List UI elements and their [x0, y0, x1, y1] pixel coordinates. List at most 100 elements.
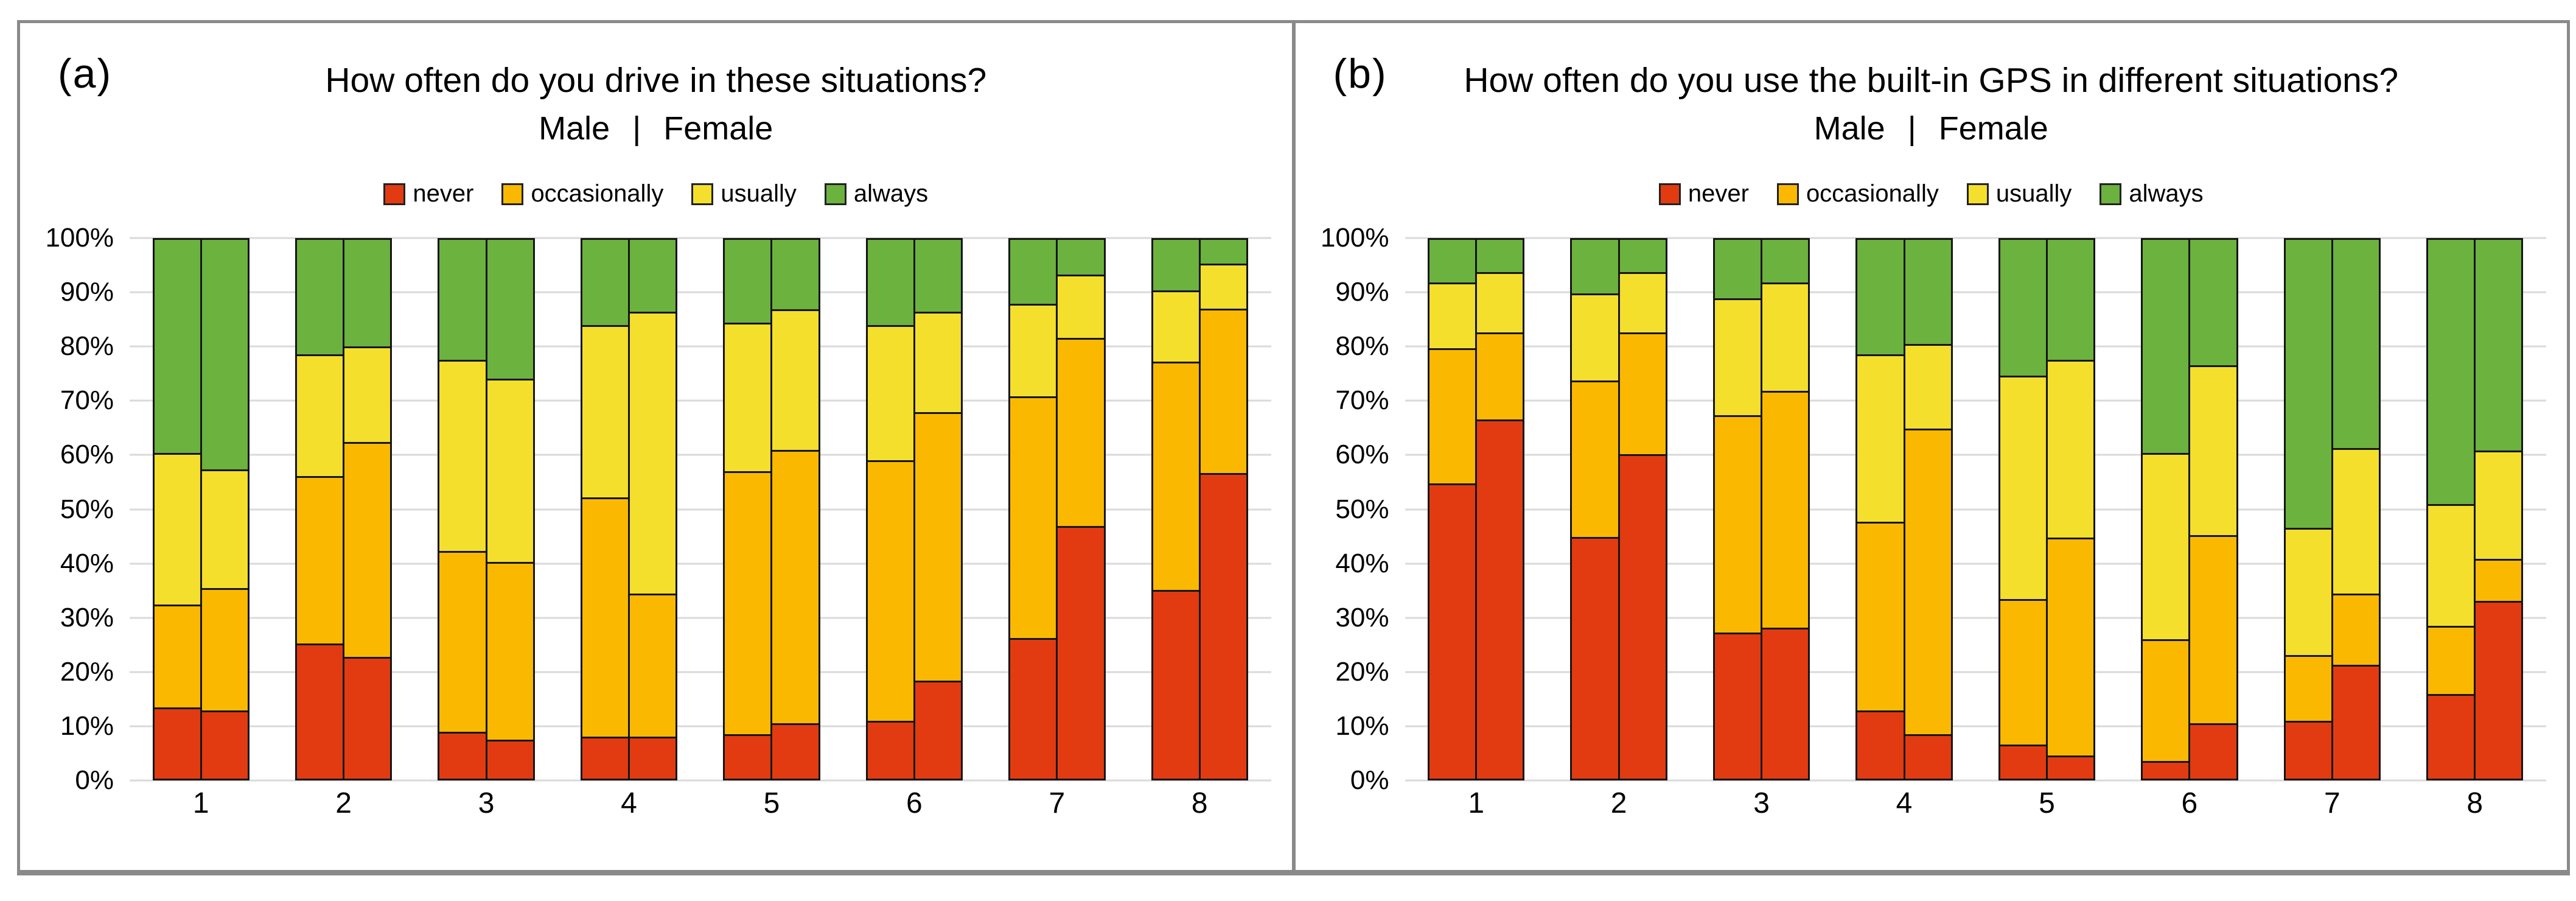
- bar-pair: [152, 238, 250, 780]
- bar-male-3: [438, 238, 487, 780]
- segment-never: [725, 734, 771, 779]
- segment-usually: [2190, 365, 2236, 535]
- gridline: [1405, 508, 2546, 510]
- panel-b: (b) How often do you use the built-in GPS…: [1296, 23, 2567, 870]
- gridline: [130, 345, 1271, 348]
- segment-usually: [2333, 447, 2379, 594]
- segment-always: [2476, 240, 2522, 451]
- segment-usually: [2000, 376, 2046, 599]
- gridline: [130, 399, 1271, 402]
- segment-occasionally: [1429, 348, 1476, 484]
- segment-occasionally: [2190, 535, 2236, 724]
- bar-female-8: [2474, 238, 2524, 780]
- x-tick-label: 4: [1896, 787, 1913, 819]
- segment-always: [867, 240, 913, 326]
- gridline: [1405, 671, 2546, 673]
- segment-usually: [2285, 528, 2331, 655]
- bars: [130, 238, 1271, 780]
- segment-never: [772, 723, 819, 779]
- segment-always: [582, 240, 629, 326]
- segment-always: [1905, 240, 1951, 344]
- segment-always: [1429, 240, 1476, 283]
- segment-usually: [1477, 272, 1523, 332]
- segment-always: [2047, 240, 2094, 360]
- chart-subtitle: Male | Female: [539, 110, 773, 147]
- segment-always: [201, 240, 248, 469]
- segment-never: [296, 643, 343, 779]
- segment-always: [2000, 240, 2046, 376]
- y-tick-label: 30%: [60, 602, 114, 633]
- segment-always: [2333, 240, 2379, 448]
- y-tick-label: 80%: [1335, 331, 1389, 362]
- segment-occasionally: [1572, 380, 1618, 537]
- segment-always: [2285, 240, 2331, 528]
- legend-label: occasionally: [531, 180, 664, 207]
- segment-occasionally: [439, 551, 486, 732]
- segment-never: [2428, 694, 2474, 779]
- legend-label: never: [1688, 180, 1749, 207]
- bar-male-5: [1998, 238, 2048, 780]
- segment-occasionally: [582, 497, 629, 737]
- legend-item-usually: usually: [691, 180, 797, 208]
- gridline: [1405, 725, 2546, 727]
- x-tick-label: 5: [2039, 787, 2055, 819]
- segment-occasionally: [201, 588, 248, 710]
- x-axis: 1 2 3 4 5 6 7 8: [1405, 787, 2547, 820]
- segment-occasionally: [867, 460, 913, 721]
- bar-female-4: [1903, 238, 1953, 780]
- segment-occasionally: [1200, 308, 1246, 473]
- bar-group-2: [272, 238, 414, 780]
- gridline: [1405, 345, 2546, 348]
- segment-usually: [201, 469, 248, 589]
- bar-group-2: [1548, 238, 1690, 780]
- segment-never: [1857, 710, 1904, 779]
- segment-usually: [915, 312, 962, 413]
- bar-group-7: [986, 238, 1128, 780]
- y-tick-label: 80%: [60, 331, 114, 362]
- segment-usually: [2428, 503, 2474, 626]
- segment-occasionally: [1619, 332, 1666, 455]
- bar-pair: [2426, 238, 2524, 780]
- bar-group-6: [2118, 238, 2261, 780]
- segment-occasionally: [1857, 521, 1904, 710]
- x-tick-label: 8: [1191, 787, 1208, 819]
- bar-group-3: [1690, 238, 1832, 780]
- segment-usually: [2047, 360, 2094, 538]
- segment-never: [1153, 590, 1199, 779]
- segment-usually: [1200, 264, 1246, 309]
- bar-pair: [1008, 238, 1106, 780]
- segment-usually: [487, 378, 533, 562]
- segment-usually: [1010, 304, 1056, 397]
- segment-never: [344, 656, 391, 779]
- segment-usually: [1058, 274, 1104, 338]
- segment-usually: [1153, 290, 1199, 362]
- segment-usually: [1905, 343, 1951, 429]
- segment-never: [487, 739, 533, 779]
- never-swatch-icon: [1658, 183, 1681, 205]
- legend-label: usually: [721, 180, 797, 207]
- y-tick-label: 90%: [1335, 277, 1389, 307]
- panel-letter: (a): [58, 51, 113, 97]
- legend-label: always: [2129, 180, 2204, 207]
- segment-usually: [344, 346, 391, 442]
- legend-item-never: never: [1658, 180, 1749, 208]
- bar-pair: [1998, 238, 2096, 780]
- gridline: [130, 237, 1271, 239]
- occasionally-swatch-icon: [1776, 183, 1799, 205]
- segment-occasionally: [1762, 391, 1809, 628]
- always-swatch-icon: [824, 183, 846, 205]
- segment-usually: [1572, 293, 1618, 380]
- bar-male-4: [580, 238, 630, 780]
- legend-item-occasionally: occasionally: [501, 180, 663, 208]
- x-tick-label: 1: [1468, 787, 1485, 819]
- gridline: [130, 779, 1271, 782]
- bar-male-1: [1428, 238, 1478, 780]
- segment-usually: [1714, 298, 1761, 415]
- segment-usually: [1619, 272, 1666, 332]
- segment-always: [915, 240, 962, 312]
- y-tick-label: 10%: [60, 710, 114, 741]
- bar-female-4: [628, 238, 678, 780]
- segment-occasionally: [1058, 337, 1104, 527]
- x-axis: 1 2 3 4 5 6 7 8: [130, 787, 1271, 820]
- segment-always: [1010, 240, 1056, 304]
